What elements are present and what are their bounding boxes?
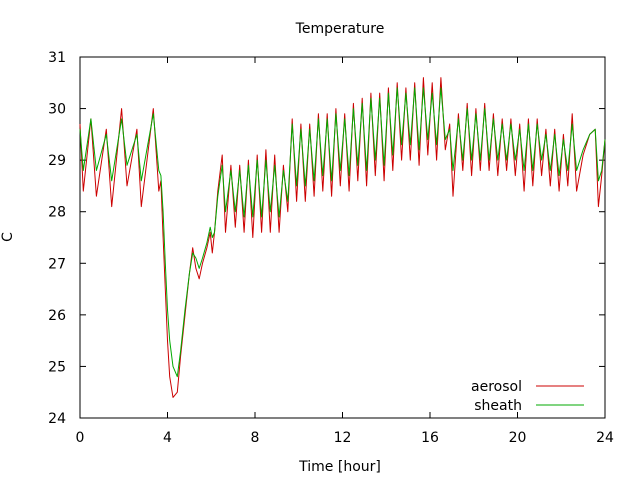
- chart-title: Temperature: [295, 21, 385, 37]
- x-tick-label: 24: [596, 430, 614, 446]
- y-tick-label: 31: [48, 50, 66, 66]
- x-axis-label: Time [hour]: [298, 459, 381, 475]
- x-tick-label: 8: [251, 430, 260, 446]
- legend: aerosol sheath: [471, 379, 584, 414]
- y-tick-label: 28: [48, 205, 66, 221]
- series-line-aerosol: [79, 77, 606, 398]
- axis-ticks: [79, 56, 606, 419]
- x-tick-label: 4: [163, 430, 172, 446]
- y-axis-label: C: [0, 232, 16, 242]
- series-lines: [79, 77, 606, 398]
- series-line-sheath: [79, 87, 606, 378]
- x-tick-label: 12: [334, 430, 352, 446]
- y-tick-label: 29: [48, 153, 66, 169]
- legend-label-sheath: sheath: [474, 398, 522, 414]
- legend-label-aerosol: aerosol: [471, 379, 522, 395]
- y-tick-label: 27: [48, 256, 66, 272]
- x-tick-label: 20: [509, 430, 527, 446]
- y-tick-label: 25: [48, 359, 66, 375]
- y-tick-label: 24: [48, 411, 66, 427]
- y-tick-label: 26: [48, 308, 66, 324]
- plot-frame: [79, 56, 606, 419]
- x-tick-label: 0: [76, 430, 85, 446]
- x-tick-label: 16: [421, 430, 439, 446]
- y-tick-label: 30: [48, 102, 66, 118]
- axis-tick-labels: 0 4 8 12 16 20 24 24 25 26 27 28 29 30 31: [48, 50, 614, 446]
